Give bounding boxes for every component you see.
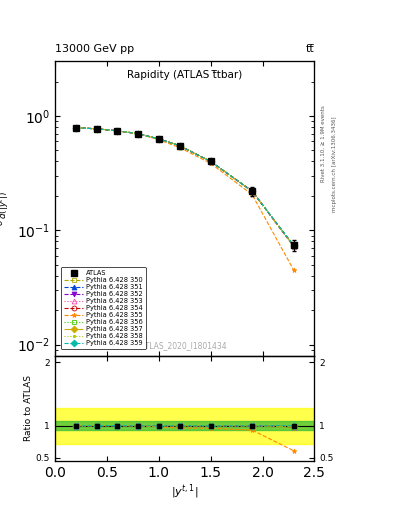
Text: mcplots.cern.ch [arXiv:1306.3436]: mcplots.cern.ch [arXiv:1306.3436] xyxy=(332,116,337,211)
Text: 13000 GeV pp: 13000 GeV pp xyxy=(55,44,134,54)
Y-axis label: Ratio to ATLAS: Ratio to ATLAS xyxy=(24,375,33,441)
Text: Rivet 3.1.10, ≥ 1.9M events: Rivet 3.1.10, ≥ 1.9M events xyxy=(320,105,325,182)
Bar xyxy=(55,421,314,430)
Y-axis label: $\frac{1}{\sigma}\frac{d\sigma}{d(|y^{t}|)}$: $\frac{1}{\sigma}\frac{d\sigma}{d(|y^{t}… xyxy=(0,191,11,226)
Text: ATLAS_2020_I1801434: ATLAS_2020_I1801434 xyxy=(141,341,228,350)
Text: Rapidity (ATLAS t̅tbar): Rapidity (ATLAS t̅tbar) xyxy=(127,70,242,80)
X-axis label: $|y^{t,1}|$: $|y^{t,1}|$ xyxy=(171,482,198,501)
Legend: ATLAS, Pythia 6.428 350, Pythia 6.428 351, Pythia 6.428 352, Pythia 6.428 353, P: ATLAS, Pythia 6.428 350, Pythia 6.428 35… xyxy=(61,267,146,349)
Text: tt̅: tt̅ xyxy=(306,44,314,54)
Bar xyxy=(55,408,314,443)
